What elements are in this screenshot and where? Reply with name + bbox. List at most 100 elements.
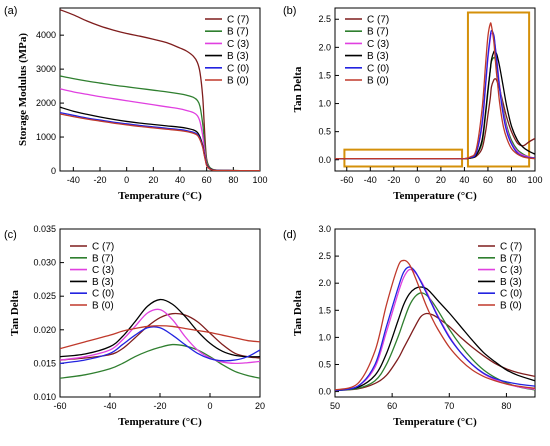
- legend-label: B (7): [92, 253, 114, 264]
- series-line-b-7: [335, 56, 535, 160]
- y-tick-label: 0: [51, 166, 56, 176]
- legend-label: B (0): [500, 301, 522, 312]
- y-tick-label: 2.5: [318, 14, 331, 24]
- x-tick-label: -40: [364, 175, 377, 185]
- series-lines: [60, 9, 260, 171]
- y-tick-label: 0.010: [33, 392, 56, 402]
- x-tick-label: -60: [53, 401, 66, 411]
- legend: C (7)B (7)C (3)B (3)C (0)B (0): [478, 242, 522, 312]
- legend-label: B (3): [92, 277, 114, 288]
- y-tick-label: 1.0: [318, 332, 331, 342]
- series-line-c-3: [60, 308, 260, 365]
- y-tick-label: 0.035: [33, 224, 56, 234]
- panel-c-tan-delta-low-temp: (c) -60 -40 -20 0 20 0.010 0.015 0.020 0.025 0.030…: [4, 224, 265, 428]
- y-axis-title: Tan Delta: [292, 66, 304, 112]
- series-line-b-0: [335, 259, 535, 391]
- legend-label: C (0): [92, 289, 114, 300]
- y-tick-label: 1.5: [318, 70, 331, 80]
- series-line-c-7: [60, 312, 260, 361]
- series-line-b-3: [335, 286, 535, 392]
- x-tick-label: 20: [255, 401, 265, 411]
- x-tick-label: 100: [252, 175, 267, 185]
- y-tick-label: 3000: [36, 64, 56, 74]
- plot-frame: [59, 228, 261, 398]
- series-line-c-0: [60, 111, 260, 171]
- y-tick-label: 2000: [36, 98, 56, 108]
- x-tick-label: -20: [387, 175, 400, 185]
- x-tick-label: 60: [483, 175, 493, 185]
- series-line-b-7: [60, 75, 260, 171]
- y-tick-label: 0.025: [33, 291, 56, 301]
- x-tick-label: -40: [67, 175, 80, 185]
- x-tick-label: 80: [506, 175, 516, 185]
- series-lines: [60, 298, 260, 379]
- plot-frame: [334, 7, 536, 172]
- y-tick-label: 0.020: [33, 325, 56, 335]
- y-axis-title: Storage Modulus (MPa): [17, 33, 29, 146]
- y-tick-label: 2.5: [318, 251, 331, 261]
- legend-label: B (0): [92, 301, 114, 312]
- legend-label: C (7): [367, 15, 389, 26]
- y-tick-label: 0.0: [318, 387, 331, 397]
- y-tick-label: 0.0: [318, 155, 331, 165]
- legend: C (7)B (7)C (3)B (3)C (0)B (0): [70, 242, 114, 312]
- legend-label: C (0): [227, 63, 249, 74]
- series-line-b-3: [60, 298, 260, 358]
- legend-label: C (3): [500, 265, 522, 276]
- y-axis-title: Tan Delta: [9, 290, 21, 336]
- y-tick-label: 0.5: [318, 127, 331, 137]
- legend-label: C (3): [92, 265, 114, 276]
- x-tick-label: 50: [330, 401, 340, 411]
- x-axis-title: Temperature (°C): [393, 416, 477, 428]
- legend-label: B (0): [227, 76, 249, 87]
- x-tick-label: -60: [340, 175, 353, 185]
- plot-frame: [334, 228, 536, 398]
- x-tick-label: -40: [103, 401, 116, 411]
- x-axis-title: Temperature (°C): [118, 416, 202, 428]
- series-line-c-0: [60, 326, 260, 365]
- x-tick-label: 20: [436, 175, 446, 185]
- x-tick-label: 100: [527, 175, 542, 185]
- y-tick-label: 1.0: [318, 99, 331, 109]
- x-tick-label: 60: [202, 175, 212, 185]
- series-line-b-0: [335, 22, 535, 160]
- series-line-b-0: [60, 113, 260, 171]
- y-tick-label: 2.0: [318, 278, 331, 288]
- legend-label: B (7): [367, 27, 389, 38]
- x-axis-title: Temperature (°C): [393, 190, 477, 202]
- legend-label: C (7): [500, 242, 522, 253]
- panel-a-storage-modulus: (a)-40 -20 0 20 40 60 80 10001000200030004000Te…: [4, 5, 268, 202]
- legend-label: B (0): [367, 76, 389, 87]
- panel-b-tan-delta-full: (b) -60 -40 -20 0 20 40 60 80 100 0.0 0.5 1.0 1.5 2.0 2…: [283, 5, 543, 202]
- y-axis-title: Tan Delta: [292, 290, 304, 336]
- y-tick-label: 1000: [36, 132, 56, 142]
- panel-letter: (a): [4, 5, 17, 17]
- x-tick-label: 40: [459, 175, 469, 185]
- x-tick-label: 0: [124, 175, 129, 185]
- series-line-c-0: [335, 266, 535, 392]
- panel-d-tan-delta-peak: (d) 50 60 70 80 0.0 0.5 1.0 1.5 2.0 2.5 3.0 Temperat…: [283, 224, 536, 428]
- legend-label: B (7): [227, 27, 249, 38]
- y-tick-label: 4000: [36, 30, 56, 40]
- y-tick-label: 3.0: [318, 224, 331, 234]
- legend-label: C (0): [367, 63, 389, 74]
- series-line-b-7: [60, 343, 260, 379]
- x-tick-label: 0: [207, 401, 212, 411]
- y-tick-label: 0.030: [33, 258, 56, 268]
- legend-label: C (7): [92, 242, 114, 253]
- y-tick-label: 2.0: [318, 42, 331, 52]
- x-axis-title: Temperature (°C): [118, 190, 202, 202]
- panel-letter: (d): [283, 229, 296, 241]
- series-line-b-3: [335, 50, 535, 160]
- panel-letter: (b): [283, 5, 296, 17]
- series-line-b-0: [60, 325, 260, 350]
- y-tick-label: 1.5: [318, 305, 331, 315]
- x-tick-label: 80: [501, 401, 511, 411]
- legend-label: B (3): [500, 277, 522, 288]
- legend: C (7)B (7)C (3)B (3)C (0)B (0): [205, 15, 249, 87]
- x-tick-label: 0: [415, 175, 420, 185]
- y-tick-label: 0.5: [318, 359, 331, 369]
- legend: C (7)B (7)C (3)B (3)C (0)B (0): [345, 15, 389, 87]
- legend-label: B (3): [367, 51, 389, 62]
